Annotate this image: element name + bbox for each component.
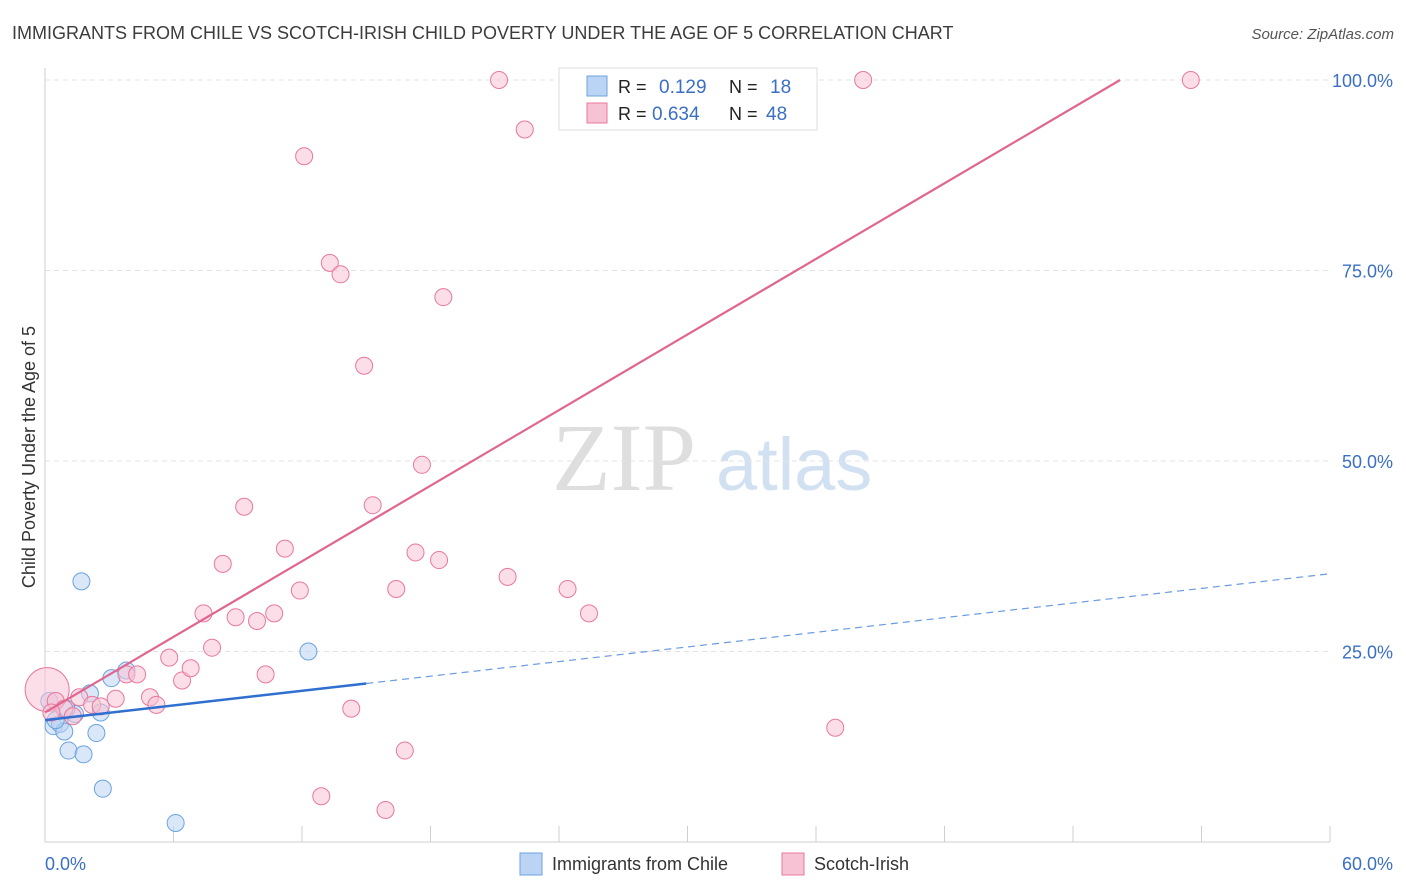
data-point xyxy=(312,787,331,806)
x-axis-ticks xyxy=(173,826,1331,842)
trend-lines xyxy=(44,79,1331,722)
data-point xyxy=(275,539,294,558)
y-tick-label: 100.0% xyxy=(1332,71,1393,91)
data-point xyxy=(376,800,395,819)
data-point xyxy=(355,356,374,375)
legend-label-scotch-irish: Scotch-Irish xyxy=(814,854,909,874)
data-point xyxy=(59,741,78,760)
y-tick-label: 75.0% xyxy=(1342,262,1393,282)
data-point xyxy=(295,147,314,166)
data-point xyxy=(265,604,284,623)
data-point xyxy=(166,813,185,832)
data-point xyxy=(213,554,232,573)
stats-legend-r-label: R = xyxy=(618,104,647,124)
data-point xyxy=(235,497,254,516)
y-tick-label: 25.0% xyxy=(1342,643,1393,663)
data-point xyxy=(72,572,91,591)
y-tick-label: 50.0% xyxy=(1342,452,1393,472)
data-point xyxy=(498,567,517,586)
data-point xyxy=(320,253,339,272)
stats-legend-swatch-chile xyxy=(586,75,608,97)
data-point xyxy=(248,612,267,631)
data-point xyxy=(74,745,93,764)
legend-swatch-chile xyxy=(519,852,543,876)
stats-legend-r-value: 0.129 xyxy=(659,77,707,98)
data-point xyxy=(147,695,166,714)
stats-legend-r-label: R = xyxy=(618,77,647,97)
data-point xyxy=(87,724,106,743)
stats-legend-n-label: N = xyxy=(729,104,758,124)
legend-swatch-scotch-irish xyxy=(781,852,805,876)
stats-legend-n-label: N = xyxy=(729,77,758,97)
data-point xyxy=(854,71,873,89)
data-point xyxy=(226,608,245,627)
data-point xyxy=(558,580,577,599)
stats-legend-swatch-scotch-irish xyxy=(586,102,608,124)
data-point xyxy=(42,703,61,722)
data-point xyxy=(387,580,406,599)
trend-line-scotch-irish xyxy=(44,79,1121,714)
data-point xyxy=(299,642,318,661)
grid-lines xyxy=(45,79,1330,652)
data-point xyxy=(128,665,147,684)
data-point xyxy=(406,543,425,562)
data-point xyxy=(363,496,382,515)
data-point xyxy=(106,689,125,708)
data-point xyxy=(395,741,414,760)
data-point xyxy=(256,665,275,684)
x-tick-label: 0.0% xyxy=(45,854,86,874)
data-point xyxy=(331,265,350,284)
y-axis-tick-labels: 25.0% 50.0% 75.0% 100.0% xyxy=(1332,71,1393,663)
legend-label-chile: Immigrants from Chile xyxy=(552,854,728,874)
data-point xyxy=(412,455,431,474)
y-axis-label: Child Poverty Under the Age of 5 xyxy=(19,326,39,588)
series-legend: Immigrants from Chile Scotch-Irish xyxy=(519,852,909,876)
data-point xyxy=(160,648,179,667)
stats-legend-n-value: 18 xyxy=(770,77,791,98)
data-point xyxy=(290,581,309,600)
watermark-zip: ZIP xyxy=(552,404,696,511)
data-point xyxy=(434,288,453,307)
chart-title: IMMIGRANTS FROM CHILE VS SCOTCH-IRISH CH… xyxy=(12,23,953,43)
watermark: ZIP atlas xyxy=(552,404,872,511)
stats-legend-box: R = 0.129 N = 18 R = 0.634 N = 48 xyxy=(558,67,818,131)
data-point xyxy=(430,551,449,570)
stats-legend-r-value: 0.634 xyxy=(652,104,700,125)
trend-line-chile xyxy=(44,682,367,722)
chart-source: Source: ZipAtlas.com xyxy=(1251,26,1394,43)
data-point xyxy=(1181,71,1200,89)
data-point xyxy=(203,638,222,657)
data-point xyxy=(342,699,361,718)
data-point xyxy=(490,71,509,89)
data-point xyxy=(826,718,845,737)
x-tick-label: 60.0% xyxy=(1342,854,1393,874)
stats-legend-n-value: 48 xyxy=(766,104,787,125)
data-point xyxy=(515,120,534,139)
data-point xyxy=(93,779,112,798)
data-point xyxy=(173,671,192,690)
data-point xyxy=(579,604,598,623)
trend-line-chile-extension xyxy=(366,573,1331,685)
data-point xyxy=(181,659,200,678)
watermark-atlas: atlas xyxy=(716,423,872,506)
series-scotch-irish-points xyxy=(24,71,1200,819)
x-axis-tick-labels: 0.0% 60.0% xyxy=(45,854,1393,874)
